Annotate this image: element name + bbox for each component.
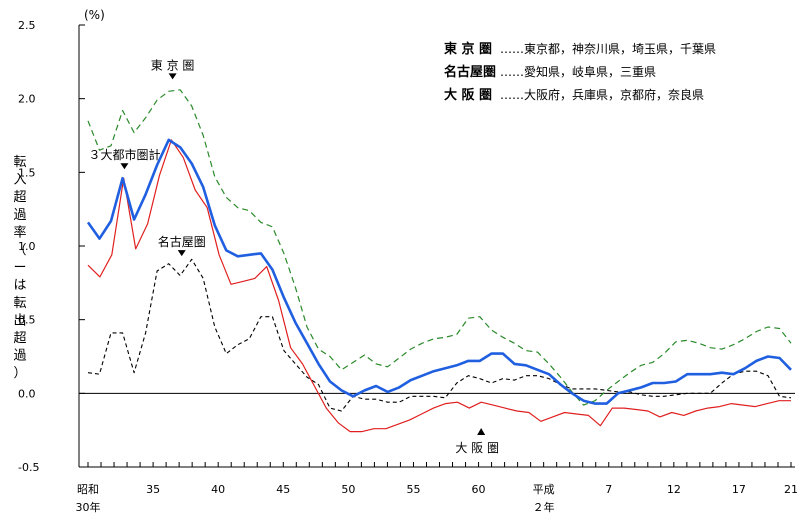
y-axis-label-char: 入 (13, 173, 26, 188)
y-axis-label-char: 過 (13, 208, 26, 223)
annotation-label-osaka: 大 阪 圏 (455, 441, 499, 455)
x-tick-label: 12 (667, 483, 681, 496)
x-tick-label-sub: ２年 (533, 500, 555, 514)
y-axis-label-char: 出 (13, 313, 26, 328)
x-tick-label: 21 (784, 483, 798, 496)
annotation-arrow-tokyo (168, 73, 177, 80)
y-tick-label: -0.5 (18, 461, 39, 474)
y-axis-label-char: ） (13, 366, 26, 381)
y-tick-label: 2.0 (18, 93, 36, 106)
y-tick-label: 1.5 (18, 166, 36, 179)
x-tick-label: 60 (472, 483, 486, 496)
x-tick-label: 55 (406, 483, 420, 496)
y-axis-label-char: 超 (13, 331, 26, 346)
x-tick-label: 平成 (533, 483, 555, 496)
annotation-arrow-nagoya (177, 250, 186, 257)
y-axis-label-char: 転 (13, 155, 26, 170)
legend-desc: ……東京都，神奈川県，埼玉県，千葉県 (500, 42, 716, 56)
x-tick-label: 35 (146, 483, 160, 496)
y-axis-label-char: （ (13, 243, 26, 258)
x-tick-label: 50 (341, 483, 355, 496)
y-tick-label: 1.0 (18, 240, 36, 253)
annotation-label-total: ３大都市圏計 (88, 147, 160, 162)
series-line-total (86, 138, 792, 405)
annotation-arrow-total (120, 163, 129, 170)
annotation-label-tokyo: 東 京 圏 (151, 58, 195, 72)
y-tick-label: 2.5 (18, 19, 36, 32)
series-line-osaka (87, 139, 791, 433)
y-axis-label-char: 率 (13, 224, 26, 240)
y-unit-label: (%) (84, 8, 105, 22)
y-axis-label-char: ー (13, 261, 26, 276)
x-tick-label: 昭和 (77, 483, 99, 496)
legend-name: 名古屋圏 (444, 64, 496, 80)
y-axis-label-char: 転 (13, 296, 26, 311)
series-group (86, 89, 792, 433)
annotation-arrow-osaka (477, 428, 486, 436)
legend-desc: ……大阪府，兵庫県，京都府，奈良県 (500, 87, 704, 102)
legend-name: 大 阪 圏 (444, 87, 492, 103)
x-tick-label: 17 (732, 483, 746, 496)
annotation-label-nagoya: 名古屋圏 (158, 234, 206, 249)
x-tick-label: 40 (211, 483, 225, 496)
y-axis-label-char: 過 (13, 349, 26, 364)
y-axis-label-char: は (13, 278, 26, 293)
x-tick-label: 7 (605, 483, 612, 496)
series-line-nagoya (87, 258, 792, 412)
y-axis-label-char: 超 (13, 190, 26, 205)
axes: 2.52.01.51.00.50.0-0.5(%)転入超過率（ーは転出超過）昭和… (13, 8, 798, 514)
y-tick-label: 0.0 (18, 387, 36, 400)
series-line-tokyo (87, 89, 792, 406)
y-tick-label: 0.5 (18, 314, 36, 327)
x-tick-label-sub: 30年 (76, 500, 101, 514)
legend-desc: ……愛知県，岐阜県，三重県 (500, 65, 656, 79)
x-tick-label: 45 (276, 483, 290, 496)
legend-name: 東 京 圏 (444, 41, 492, 57)
